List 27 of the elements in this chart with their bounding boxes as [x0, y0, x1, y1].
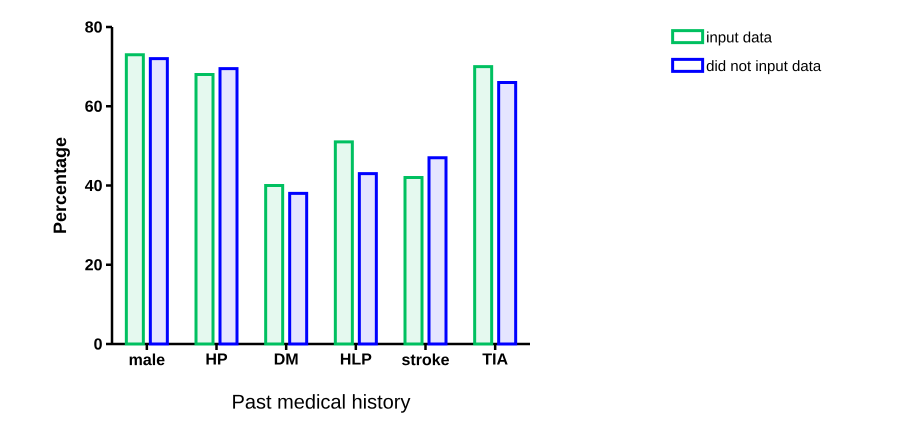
x-tick-label: HLP	[340, 354, 372, 365]
bar	[288, 192, 308, 346]
legend-label: did not input data	[706, 60, 822, 74]
y-tick-label: 60	[85, 100, 102, 112]
bar	[218, 67, 239, 346]
bar	[194, 73, 215, 346]
bar	[334, 140, 354, 346]
bar	[428, 156, 448, 346]
x-tick-label: stroke	[402, 354, 449, 366]
bar	[124, 53, 145, 346]
bar	[148, 57, 169, 346]
y-tick-label: 40	[84, 180, 102, 192]
y-tick-label: 0	[94, 338, 102, 350]
bar	[264, 184, 284, 346]
x-tick-label: male	[130, 354, 165, 366]
y-tick-label: 80	[85, 21, 102, 33]
x-tick-label: TIA	[482, 354, 508, 365]
bar	[358, 172, 378, 346]
y-axis-title: Percentage	[54, 138, 70, 233]
x-tick-label: DM	[274, 354, 298, 365]
x-tick-label: HP	[206, 354, 228, 365]
bar	[473, 65, 494, 346]
legend-label: input data	[707, 31, 772, 46]
bar	[404, 176, 424, 346]
y-tick-label: 20	[85, 259, 102, 270]
bar	[497, 80, 518, 346]
x-axis-title: Past medical history	[233, 394, 410, 413]
